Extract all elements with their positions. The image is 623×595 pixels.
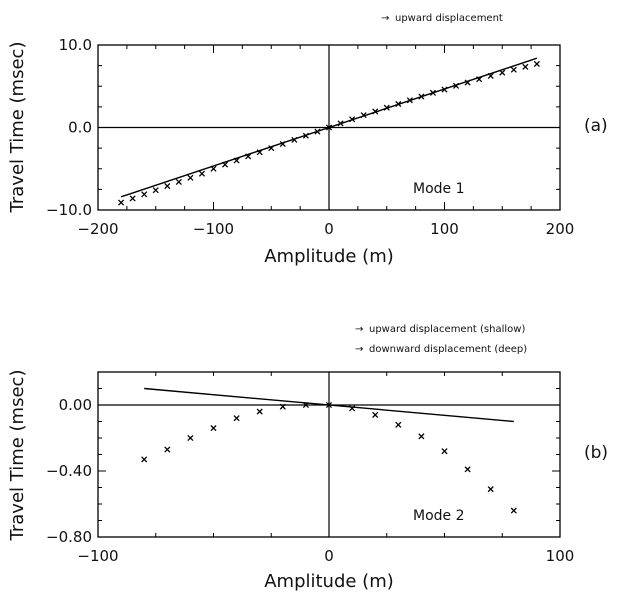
legend-a: → upward displacement: [381, 13, 503, 24]
y-axis-label-a: Travel Time (msec): [7, 42, 28, 214]
data-point-x-marker: [199, 171, 204, 176]
data-point-x-marker: [211, 166, 216, 171]
x-tick-label: −200: [77, 220, 118, 238]
x-tick-label: −100: [193, 220, 234, 238]
data-point-x-marker: [188, 175, 193, 180]
y-tick-label: −0.80: [46, 528, 92, 546]
mode-label-b: Mode 2: [413, 508, 465, 524]
data-point-x-marker: [130, 196, 135, 201]
data-point-x-marker: [257, 409, 262, 414]
x-axis-label-a: Amplitude (m): [264, 246, 394, 267]
tick-labels-a: −200 −100 0 100 200 −10.0 0.0 10.0: [46, 36, 574, 238]
x-axis-label-b: Amplitude (m): [264, 571, 394, 592]
y-tick-label: 0.00: [59, 396, 92, 414]
data-point-x-marker: [396, 422, 401, 427]
x-tick-label: 0: [324, 220, 334, 238]
y-tick-label: −0.40: [46, 462, 92, 480]
data-point-x-marker: [442, 449, 447, 454]
data-point-x-marker: [523, 64, 528, 69]
data-point-x-marker: [511, 67, 516, 72]
legend-arrow-icon: →: [355, 324, 363, 335]
data-point-x-marker: [234, 416, 239, 421]
zero-lines-b: [98, 372, 560, 537]
data-point-x-marker: [511, 508, 516, 513]
panel-label-a: (a): [584, 116, 608, 136]
y-axis-label-b: Travel Time (msec): [7, 370, 28, 542]
data-point-x-marker: [165, 447, 170, 452]
panel-b: −100 0 100 −0.80 −0.40 0.00 Amplitude (m) Tra…: [7, 324, 608, 592]
x-tick-label: 200: [546, 220, 575, 238]
data-point-x-marker: [500, 70, 505, 75]
x-tick-label: 100: [546, 547, 575, 565]
x-tick-label: −100: [77, 547, 118, 565]
data-point-x-marker: [153, 188, 158, 193]
panel-a: −200 −100 0 100 200 −10.0 0.0 10.0 Amplitude (m…: [7, 13, 608, 267]
legend-b: → upward displacement (shallow) → downwa…: [355, 324, 527, 355]
legend-arrow-icon: →: [355, 344, 363, 355]
data-point-x-marker: [465, 467, 470, 472]
data-point-x-marker: [419, 434, 424, 439]
data-point-x-marker: [176, 179, 181, 184]
panel-label-b: (b): [584, 443, 608, 463]
data-point-x-marker: [488, 487, 493, 492]
data-point-x-marker: [119, 200, 124, 205]
data-point-x-marker: [188, 435, 193, 440]
legend-label-b-0: upward displacement (shallow): [369, 324, 525, 335]
data-point-x-marker: [211, 426, 216, 431]
legend-arrow-icon: →: [381, 13, 389, 24]
x-tick-label: 0: [324, 547, 334, 565]
mode-label-a: Mode 1: [413, 181, 465, 197]
tick-labels-b: −100 0 100 −0.80 −0.40 0.00: [46, 396, 574, 565]
y-tick-label: −10.0: [46, 201, 92, 219]
data-point-x-marker: [142, 192, 147, 197]
data-point-x-marker: [142, 457, 147, 462]
data-point-x-marker: [373, 412, 378, 417]
legend-label-a-0: upward displacement: [395, 13, 503, 24]
legend-label-b-1: downward displacement (deep): [369, 344, 527, 355]
data-point-x-marker: [534, 61, 539, 66]
y-tick-label: 10.0: [59, 36, 92, 54]
y-tick-label: 0.0: [68, 119, 92, 137]
x-tick-label: 100: [430, 220, 459, 238]
data-point-x-marker: [165, 183, 170, 188]
